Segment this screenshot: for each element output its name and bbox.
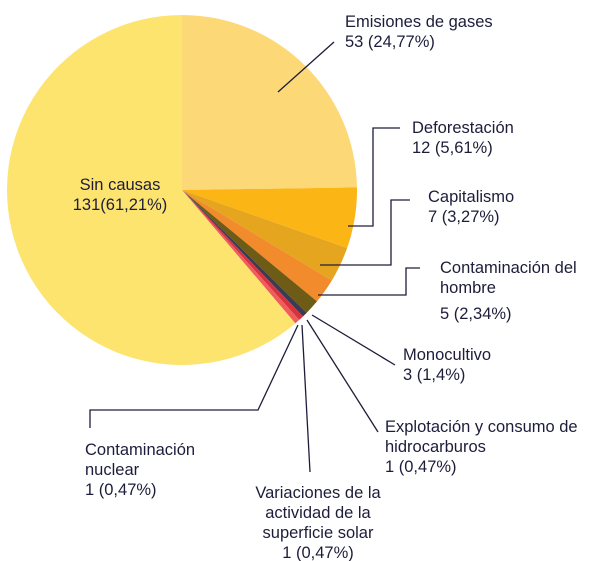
value-label: 131(61,21%) [72, 196, 168, 214]
value-label: 1 (0,47%) [385, 458, 457, 476]
leader-line [89, 324, 299, 428]
pie-slice [182, 190, 348, 281]
leader-line [277, 41, 335, 93]
category-name: Capitalismo [428, 188, 515, 206]
pie-slice [182, 15, 357, 190]
category-name: Deforestación [412, 119, 514, 137]
value-label: 5 (2,34%) [440, 305, 512, 323]
value-label: 12 (5,61%) [412, 139, 493, 157]
category-name: Variaciones de la actividad de la superf… [255, 484, 381, 542]
pie-slice [182, 190, 307, 317]
category-name: Contaminación del hombre [440, 259, 577, 297]
pie-slice [182, 190, 317, 313]
slice-label: Variaciones de la actividad de la superf… [238, 483, 398, 561]
leader-line [318, 267, 420, 296]
slice-label: Contaminación del hombre 5 (2,34%) [440, 258, 580, 324]
value-label: 1 (0,47%) [282, 544, 354, 561]
pie-slice [6, 15, 296, 365]
value-label: 3 (1,4%) [403, 366, 466, 384]
pie-slice [182, 190, 300, 324]
value-label: 7 (3,27%) [428, 208, 500, 226]
leader-line [306, 319, 379, 433]
pie-slice [182, 187, 357, 248]
pie-slice [182, 190, 332, 302]
slice-label: Sin causas 131(61,21%) [40, 175, 200, 215]
leader-line [348, 127, 400, 227]
value-label: 1 (0,47%) [85, 481, 157, 499]
leader-lines [89, 41, 420, 473]
slice-label: Explotación y consumo de hidrocarburos 1 … [385, 417, 605, 477]
slice-label: Monocultivo 3 (1,4%) [403, 345, 553, 385]
slice-label: Capitalismo 7 (3,27%) [428, 187, 578, 227]
pie-slice [182, 190, 303, 320]
leader-line [320, 199, 410, 266]
slices [6, 15, 357, 365]
value-label: 53 (24,77%) [345, 33, 435, 51]
slice-label: Emisiones de gases 53 (24,77%) [345, 12, 545, 52]
category-name: Monocultivo [403, 346, 492, 364]
category-name: Emisiones de gases [345, 13, 493, 31]
category-name: Explotación y consumo de hidrocarburos [385, 418, 578, 456]
leader-line [311, 314, 396, 366]
category-name: Contaminación nuclear [85, 441, 196, 479]
category-name: Sin causas [79, 176, 161, 194]
slice-label: Deforestación 12 (5,61%) [412, 118, 572, 158]
slice-label: Contaminación nuclear 1 (0,47%) [85, 440, 235, 500]
leader-line [301, 324, 311, 473]
